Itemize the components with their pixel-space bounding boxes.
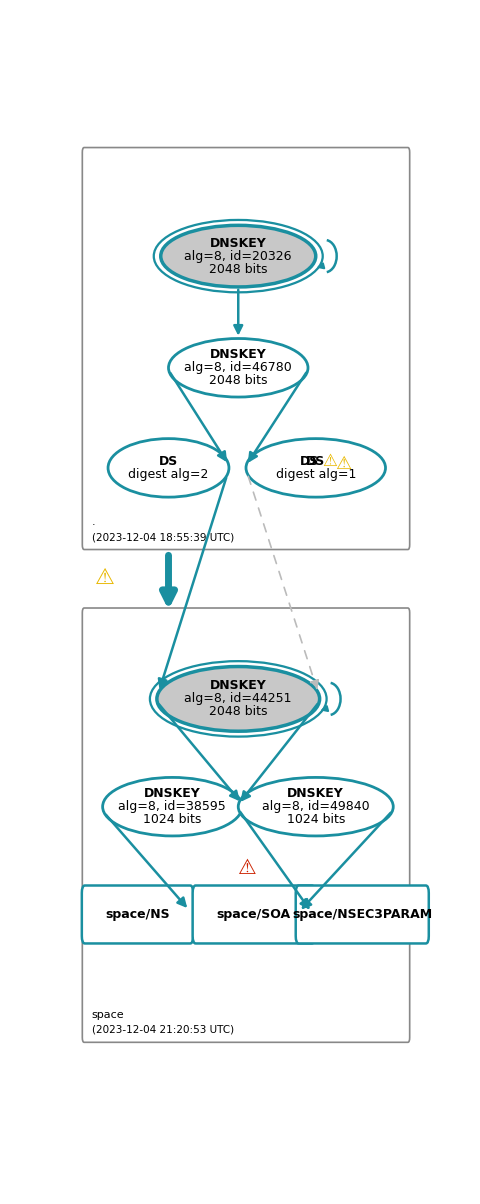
Text: alg=8, id=46780: alg=8, id=46780 [184, 361, 292, 374]
Ellipse shape [161, 225, 316, 287]
Text: DNSKEY: DNSKEY [210, 236, 266, 249]
Ellipse shape [157, 667, 320, 731]
Text: space/SOA: space/SOA [216, 908, 291, 921]
FancyBboxPatch shape [83, 148, 410, 549]
Text: ⚠: ⚠ [238, 858, 257, 878]
FancyBboxPatch shape [296, 885, 429, 944]
Text: ⚠: ⚠ [335, 455, 351, 473]
Text: DS: DS [159, 455, 178, 468]
Text: DNSKEY: DNSKEY [144, 787, 201, 801]
Text: space: space [92, 1010, 124, 1020]
Text: DS: DS [300, 455, 319, 468]
Text: 2048 bits: 2048 bits [209, 374, 267, 388]
Text: 2048 bits: 2048 bits [209, 262, 267, 276]
Ellipse shape [108, 438, 229, 497]
Text: 2048 bits: 2048 bits [209, 706, 267, 719]
Text: alg=8, id=49840: alg=8, id=49840 [262, 801, 370, 813]
Text: (2023-12-04 18:55:39 UTC): (2023-12-04 18:55:39 UTC) [92, 532, 234, 542]
Text: alg=8, id=20326: alg=8, id=20326 [184, 249, 292, 262]
Text: ⚠: ⚠ [322, 453, 337, 471]
FancyBboxPatch shape [192, 885, 315, 944]
Text: alg=8, id=38595: alg=8, id=38595 [119, 801, 226, 813]
Text: DNSKEY: DNSKEY [210, 348, 266, 361]
Text: DNSKEY: DNSKEY [210, 679, 266, 692]
Ellipse shape [246, 438, 385, 497]
Text: .: . [92, 518, 95, 527]
Text: space/NS: space/NS [105, 908, 170, 921]
Text: 1024 bits: 1024 bits [143, 813, 202, 826]
Text: space/NSEC3PARAM: space/NSEC3PARAM [292, 908, 432, 921]
Text: digest alg=2: digest alg=2 [128, 468, 209, 480]
Text: alg=8, id=44251: alg=8, id=44251 [184, 692, 292, 706]
Ellipse shape [168, 338, 308, 397]
FancyBboxPatch shape [82, 885, 193, 944]
Text: 1024 bits: 1024 bits [287, 813, 345, 826]
Text: digest alg=1: digest alg=1 [276, 468, 356, 480]
Text: DS: DS [306, 455, 325, 468]
Text: (2023-12-04 21:20:53 UTC): (2023-12-04 21:20:53 UTC) [92, 1025, 234, 1035]
Text: DNSKEY: DNSKEY [288, 787, 344, 801]
FancyBboxPatch shape [83, 608, 410, 1043]
Ellipse shape [103, 778, 242, 836]
Ellipse shape [238, 778, 393, 836]
Text: ⚠: ⚠ [95, 568, 115, 588]
